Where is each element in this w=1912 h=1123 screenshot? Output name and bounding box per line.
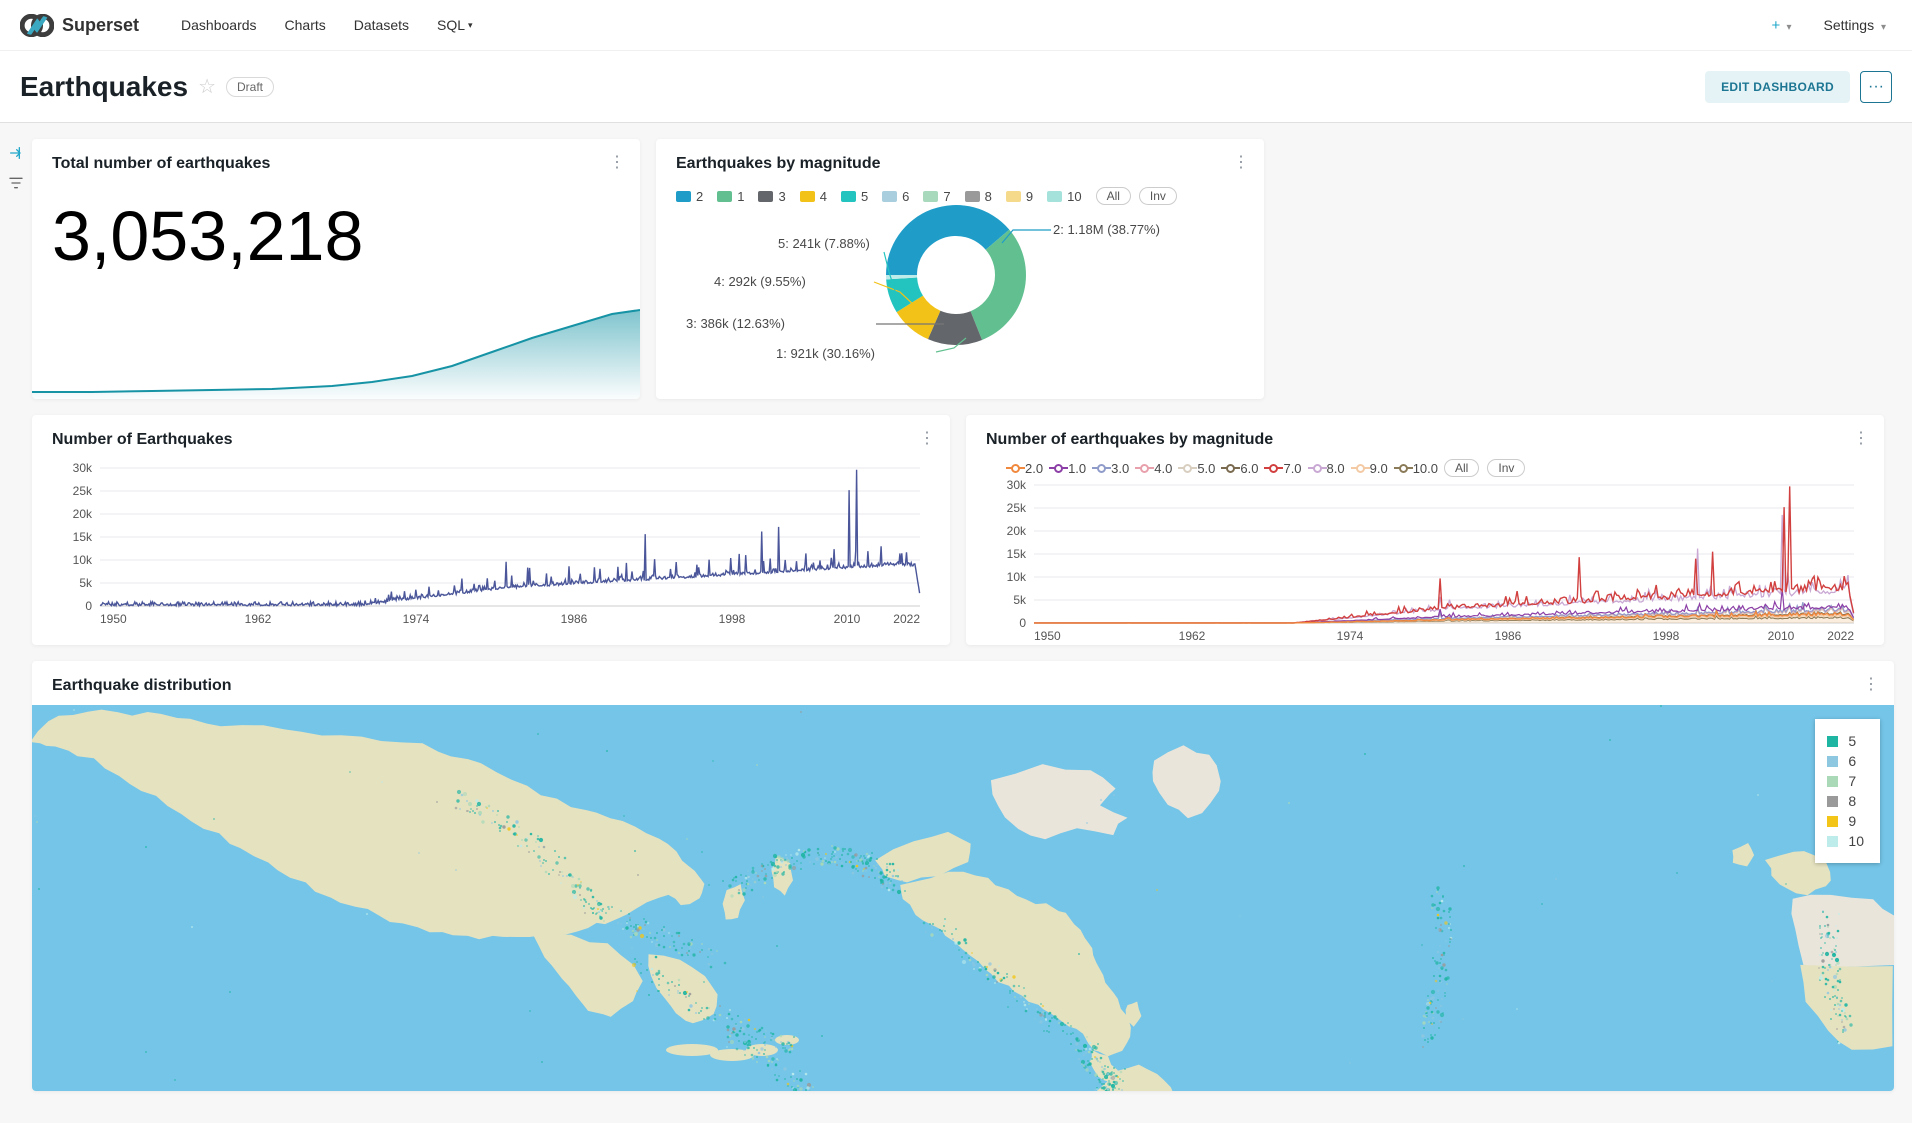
svg-text:1986: 1986 (561, 612, 588, 625)
svg-text:1950: 1950 (1034, 629, 1061, 642)
svg-text:0: 0 (85, 599, 92, 613)
svg-text:1962: 1962 (1179, 629, 1206, 642)
svg-text:2010: 2010 (834, 612, 861, 625)
svg-text:1974: 1974 (1337, 629, 1364, 642)
svg-text:1986: 1986 (1495, 629, 1522, 642)
svg-text:25k: 25k (1007, 501, 1027, 515)
svg-text:30k: 30k (1007, 478, 1027, 492)
svg-text:2010: 2010 (1768, 629, 1795, 642)
svg-text:3: 386k (12.63%): 3: 386k (12.63%) (686, 316, 785, 331)
svg-text:1998: 1998 (1653, 629, 1680, 642)
svg-text:2: 1.18M (38.77%): 2: 1.18M (38.77%) (1053, 222, 1160, 237)
svg-text:1974: 1974 (403, 612, 430, 625)
svg-text:4: 292k (9.55%): 4: 292k (9.55%) (714, 274, 806, 289)
svg-text:15k: 15k (1007, 547, 1027, 561)
svg-text:2022: 2022 (1827, 629, 1854, 642)
svg-text:1950: 1950 (100, 612, 127, 625)
svg-text:1962: 1962 (245, 612, 272, 625)
svg-text:20k: 20k (73, 507, 93, 521)
svg-text:30k: 30k (73, 461, 93, 475)
svg-text:5k: 5k (79, 576, 93, 590)
svg-text:1: 921k (30.16%): 1: 921k (30.16%) (776, 346, 875, 361)
svg-text:10k: 10k (73, 553, 93, 567)
svg-text:25k: 25k (73, 484, 93, 498)
svg-text:5k: 5k (1013, 593, 1027, 607)
svg-text:1998: 1998 (719, 612, 746, 625)
svg-text:0: 0 (1019, 616, 1026, 630)
svg-text:5: 241k (7.88%): 5: 241k (7.88%) (778, 236, 870, 251)
svg-text:20k: 20k (1007, 524, 1027, 538)
svg-text:10k: 10k (1007, 570, 1027, 584)
svg-text:2022: 2022 (893, 612, 920, 625)
svg-text:15k: 15k (73, 530, 93, 544)
